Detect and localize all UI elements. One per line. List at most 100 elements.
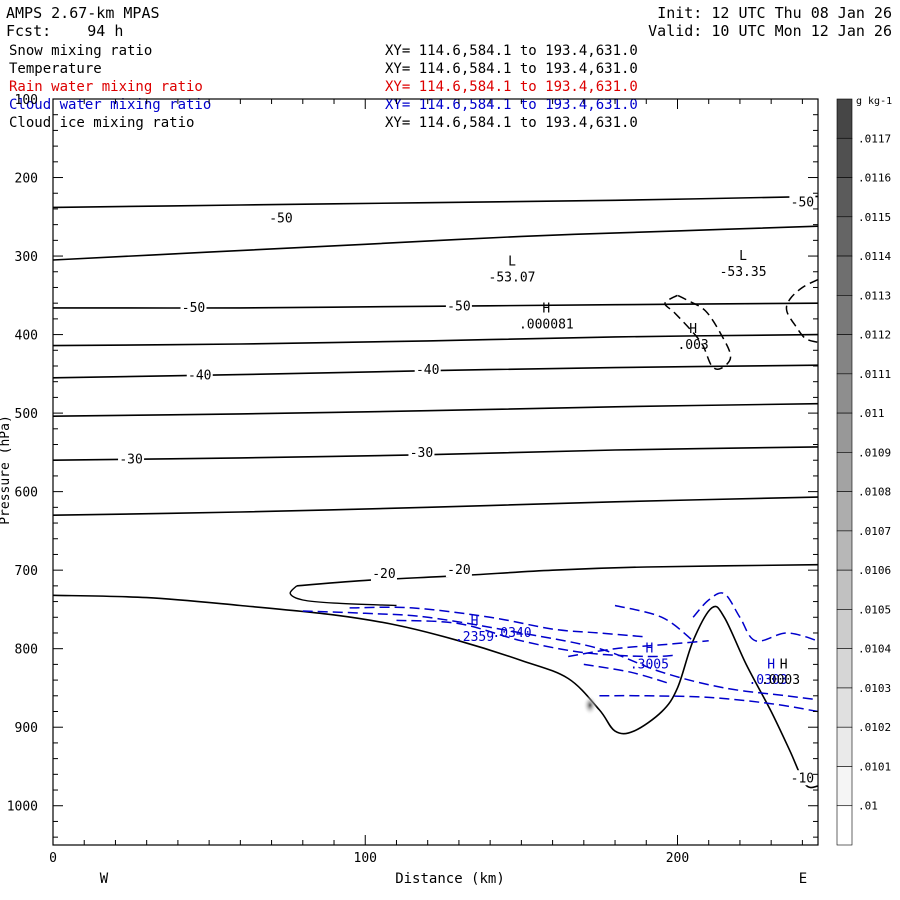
colorbar-label: .0116 [858, 172, 891, 185]
isotherm-label: -50 [182, 301, 205, 316]
extremum-marker: H [767, 657, 775, 672]
colorbar-label: .0106 [858, 564, 891, 577]
snow-patch [583, 695, 598, 716]
colorbar-label: .011 [858, 407, 885, 420]
isotherm-label-bg [789, 194, 816, 210]
colorbar-label: .0111 [858, 368, 891, 381]
y-tick-label: 900 [15, 721, 38, 736]
legend-coordinates: XY= 114.6,584.1 to 193.4,631.0 [385, 61, 638, 77]
extremum-marker: H [542, 302, 550, 317]
legend-coordinates: XY= 114.6,584.1 to 193.4,631.0 [385, 115, 638, 131]
x-tick-label: 100 [354, 851, 377, 866]
x-tick-label: 200 [666, 851, 689, 866]
colorbar-label: .0107 [858, 525, 891, 538]
extremum-marker: H [645, 642, 653, 657]
cloud-water-contour [692, 592, 818, 642]
colorbar-box [836, 569, 853, 610]
colorbar-label: .0117 [858, 132, 891, 145]
colorbar-label: .0113 [858, 289, 891, 302]
isotherm-line [53, 195, 818, 209]
colorbar-label: .0101 [858, 760, 891, 773]
cloud-ice-contour [785, 278, 818, 344]
legend-name: Temperature [9, 61, 102, 77]
y-axis-label: Pressure (hPa) [0, 415, 13, 525]
direction-east: E [799, 871, 807, 887]
extremum-marker: H [780, 657, 788, 672]
contour-value-label: .0340 [492, 626, 531, 641]
isotherm-label-bg [414, 361, 441, 377]
extremum-value: -53.35 [720, 265, 767, 280]
isotherm-label: -40 [416, 363, 439, 378]
isotherm-label-bg [267, 210, 294, 226]
legend-name: Snow mixing ratio [9, 43, 153, 59]
isotherm-label: -50 [447, 299, 470, 314]
contour-value-label: .0003 [761, 673, 800, 688]
colorbar-box [836, 687, 853, 728]
colorbar-box [836, 255, 853, 296]
cloud-water-contour [614, 604, 694, 642]
init-time: Init: 12 UTC Thu 08 Jan 26 [657, 4, 892, 22]
colorbar-box [836, 766, 853, 807]
cloud-water-contour [568, 640, 709, 658]
isotherm-label-bg [180, 299, 207, 315]
contour-value-label: .0303 [748, 673, 787, 688]
colorbar-label: .01 [858, 800, 878, 813]
colorbar-label: .0109 [858, 446, 891, 459]
colorbar-box [836, 648, 853, 689]
y-tick-label: 500 [15, 407, 38, 422]
isotherm-label: -30 [410, 446, 433, 461]
isotherm-label: -50 [791, 196, 814, 211]
extremum-value: .003 [677, 338, 708, 353]
cloud-water-contour [599, 694, 818, 713]
isotherm-line [53, 496, 818, 516]
isotherm-label: -20 [372, 567, 395, 582]
colorbar-box [836, 137, 853, 178]
isotherm-label-bg [118, 451, 145, 467]
y-tick-label: 800 [15, 643, 38, 658]
colorbar-box [836, 295, 853, 335]
cloud-water-contour [302, 610, 818, 701]
cloud-water-contour [396, 619, 678, 658]
extremum-value: .000081 [519, 318, 574, 333]
plot-frame [52, 98, 819, 846]
legend-name: Cloud ice mixing ratio [9, 115, 195, 131]
x-axis-label: Distance (km) [395, 871, 505, 887]
cloud-water-contour [349, 606, 647, 638]
colorbar-box [836, 216, 853, 257]
colorbar-label: .0108 [858, 486, 891, 499]
legend-coordinates: XY= 114.6,584.1 to 193.4,631.0 [385, 79, 638, 95]
isotherm-line [296, 563, 818, 587]
isotherm-label-bg [408, 445, 435, 461]
colorbar-box [836, 452, 853, 492]
isotherm-label-bg [186, 367, 213, 383]
isotherm-label: -40 [188, 368, 211, 383]
isotherm-line [53, 402, 818, 417]
isotherm-line [289, 585, 397, 607]
valid-time: Valid: 10 UTC Mon 12 Jan 26 [648, 22, 892, 40]
colorbar-label: .0103 [858, 682, 891, 695]
legend-name: Rain water mixing ratio [9, 79, 203, 95]
y-tick-label: 700 [15, 564, 38, 579]
extremum-value: .2359 [455, 630, 494, 645]
colorbar-label: .0114 [858, 250, 891, 263]
colorbar-box [836, 334, 853, 375]
extremum-marker: H [689, 322, 697, 337]
forecast-hour: Fcst: 94 h [6, 22, 124, 40]
cloud-water-contour [583, 663, 672, 685]
extremum-marker: L [508, 254, 516, 269]
y-tick-label: 100 [15, 93, 38, 108]
colorbar-label: .0112 [858, 329, 891, 342]
colorbar-box [836, 98, 853, 139]
cloud-ice-contour [664, 294, 732, 371]
terrain-line [53, 594, 818, 789]
colorbar-box [836, 412, 853, 453]
isotherm-line [53, 446, 818, 461]
y-tick-label: 300 [15, 250, 38, 265]
colorbar-label: .0115 [858, 211, 891, 224]
extremum-value: -53.07 [489, 270, 536, 285]
isotherm-label-bg [370, 566, 397, 582]
isotherm-label-bg [445, 298, 472, 314]
y-tick-label: 1000 [7, 800, 38, 815]
isotherm-label: -20 [447, 563, 470, 578]
